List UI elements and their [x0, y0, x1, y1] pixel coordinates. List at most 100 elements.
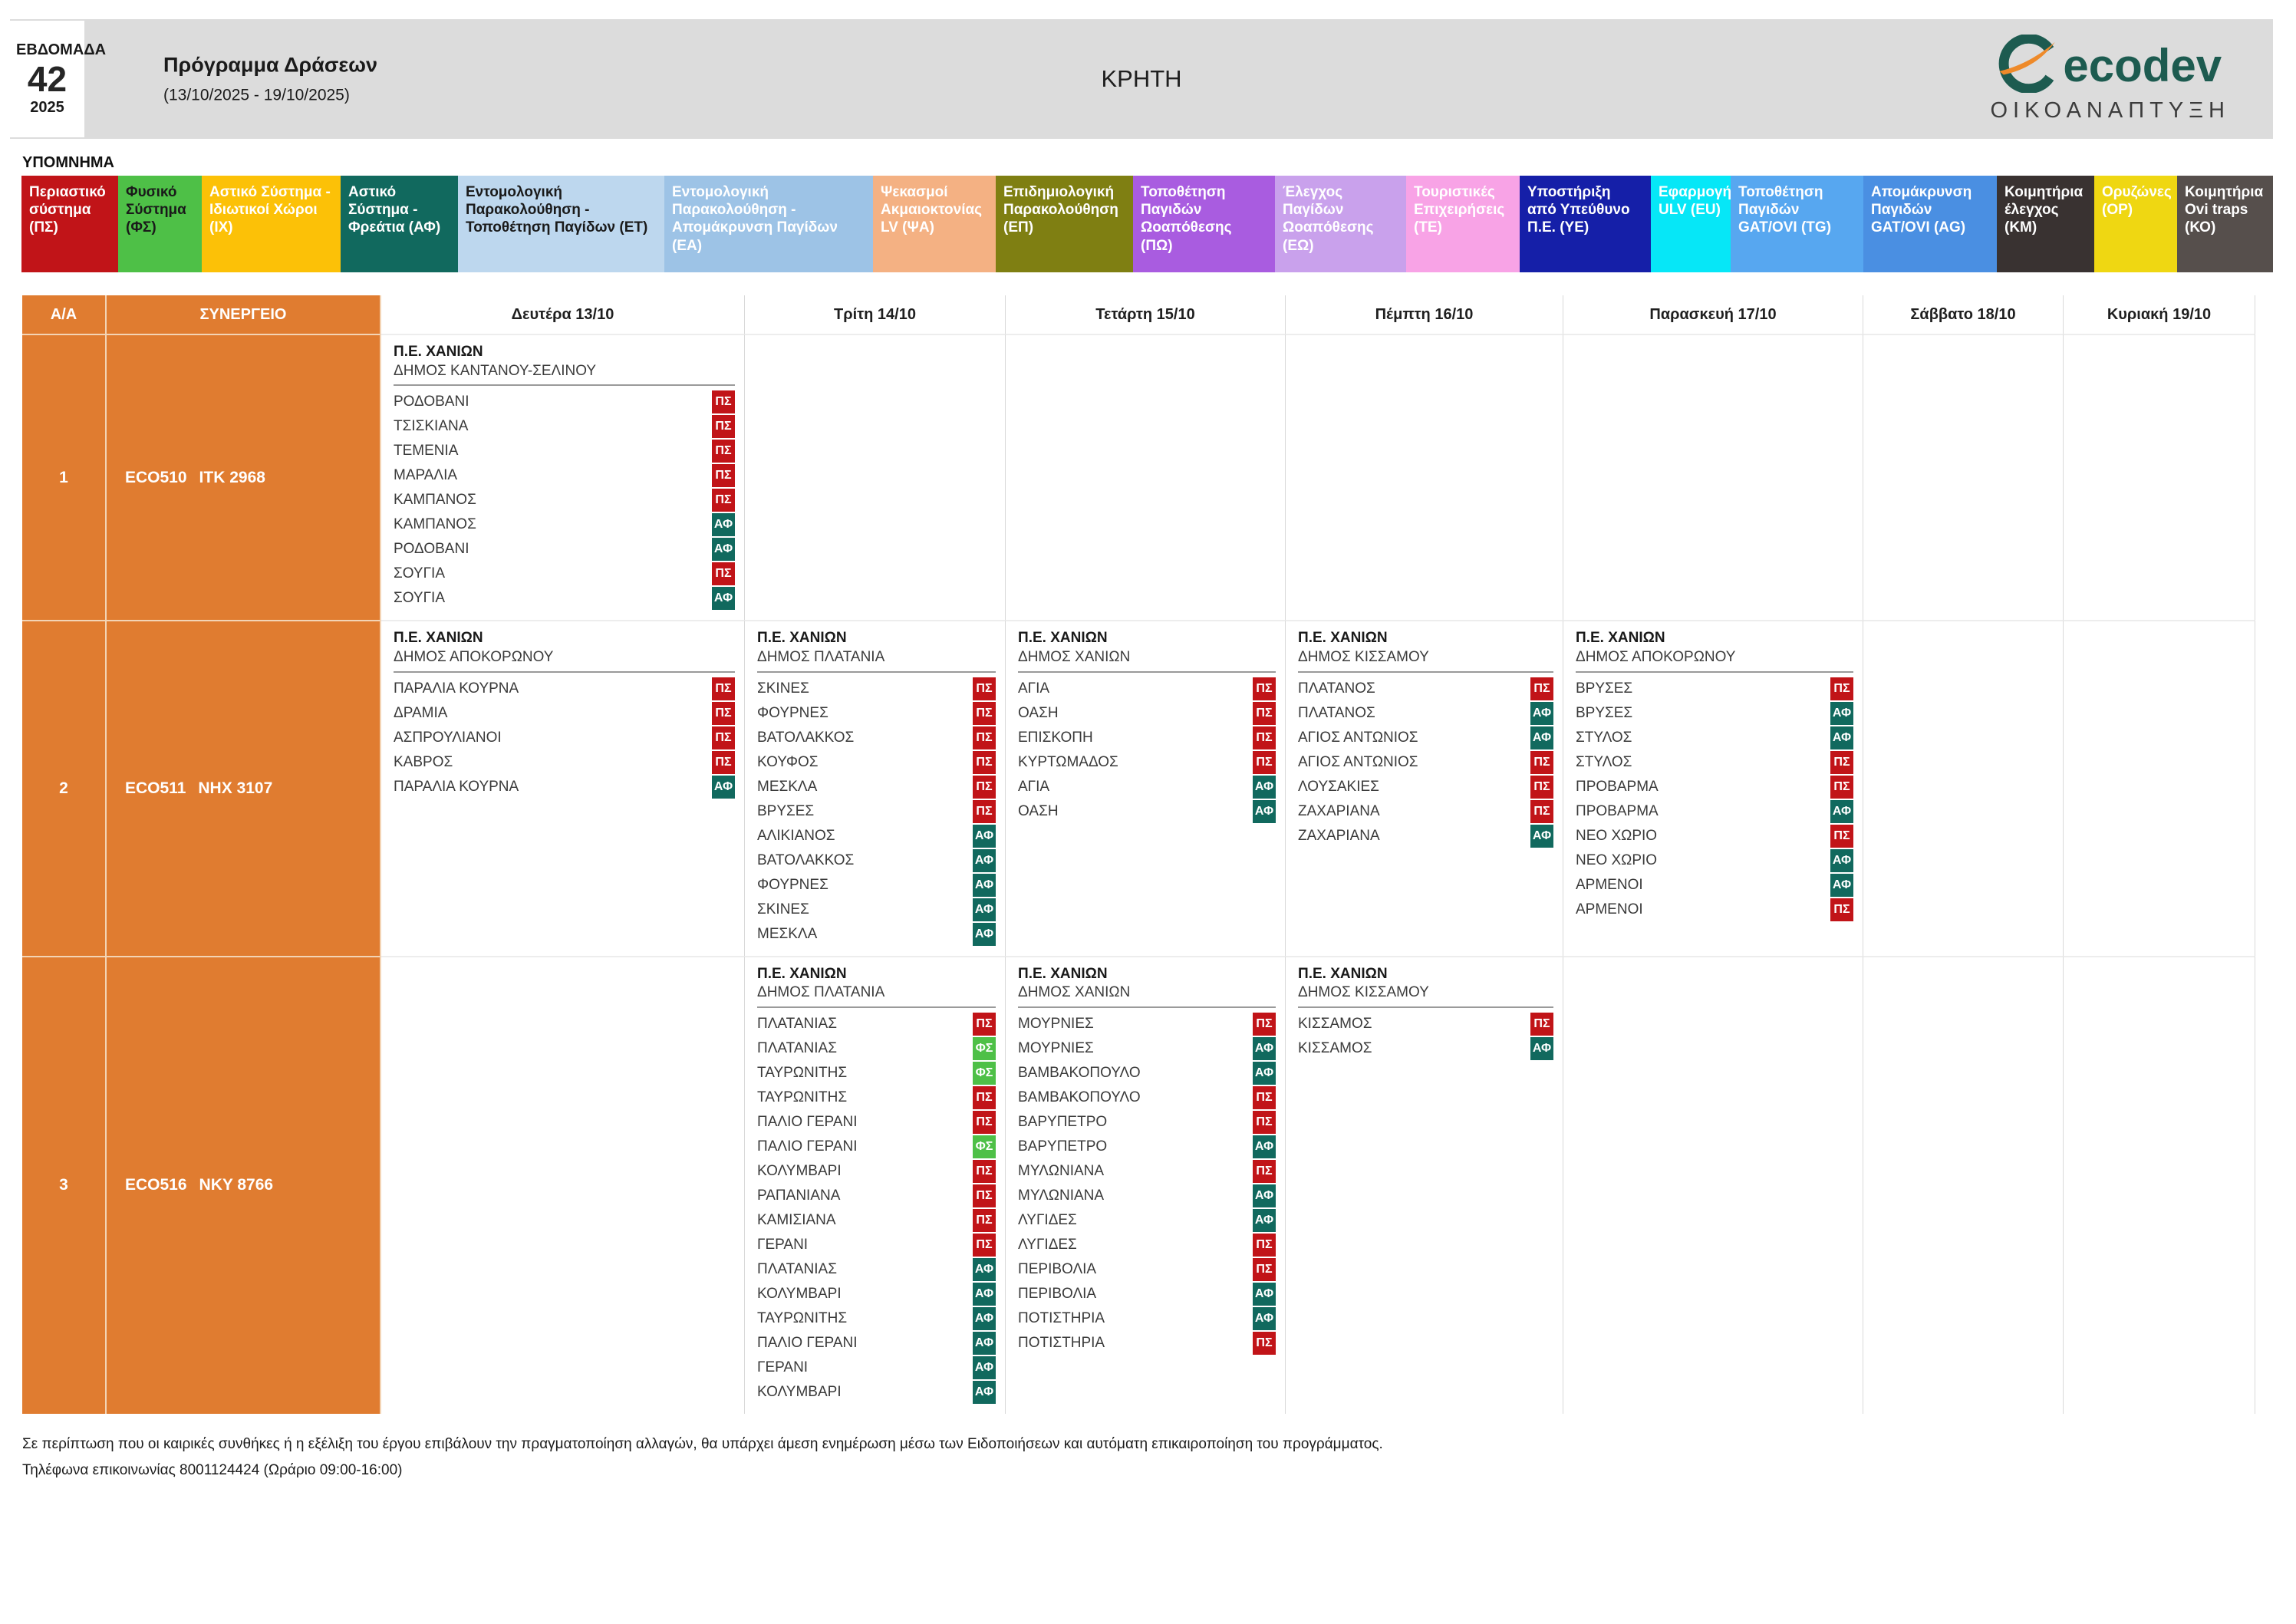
- ecodev-logo-icon: [1998, 33, 2057, 97]
- entry-type-badge: ΠΣ: [973, 701, 996, 725]
- schedule-entry: ΚΑΜΠΑΝΟΣ ΑΦ: [394, 512, 735, 537]
- legend-item: Εντομολογική Παρακολούθηση - Τοποθέτηση …: [458, 176, 664, 272]
- entry-place: ΦΟΥΡΝΕΣ: [757, 876, 828, 893]
- entry-type-badge: ΠΣ: [973, 677, 996, 700]
- day-cell-municipality: ΔΗΜΟΣ ΑΠΟΚΟΡΩΝΟΥ: [394, 649, 554, 666]
- week-box: ΕΒΔΟΜΑΔΑ 42 2025: [10, 21, 106, 137]
- entry-type-badge: ΑΦ: [1530, 824, 1553, 848]
- schedule-entry: ΑΓΙΟΣ ΑΝΤΩΝΙΟΣ ΠΣ: [1298, 750, 1553, 775]
- schedule-entry: ΑΡΜΕΝΟΙ ΠΣ: [1576, 898, 1853, 922]
- entry-type-badge: ΑΦ: [973, 1332, 996, 1356]
- schedule-entry: ΚΟΛΥΜΒΑΡΙ ΑΦ: [757, 1282, 996, 1306]
- schedule-entry: ΓΕΡΑΝΙ ΠΣ: [757, 1233, 996, 1257]
- entry-place: ΒΑΜΒΑΚΟΠΟΥΛΟ: [1018, 1065, 1141, 1082]
- entry-type-badge: ΑΦ: [973, 873, 996, 897]
- schedule-entry: ΤΑΥΡΩΝΙΤΗΣ ΦΣ: [757, 1061, 996, 1085]
- table-row: 3 ECO516 NKY 8766 Π.Ε. ΧΑΝΙΩΝ ΔΗΜΟΣ ΠΛΑΤΑΝΙΑ…: [22, 955, 2255, 1415]
- entry-place: ΔΡΑΜΙΑ: [394, 704, 448, 721]
- schedule-entry: ΠΕΡΙΒΟΛΙΑ ΑΦ: [1018, 1282, 1276, 1306]
- entry-type-badge: ΑΦ: [1830, 726, 1853, 749]
- day-cell-region: Π.Ε. ΧΑΝΙΩΝ: [1018, 630, 1108, 647]
- day-cell: [2064, 620, 2255, 956]
- crew-vehicle: NHX 3107: [198, 779, 273, 798]
- entry-type-badge: ΠΣ: [973, 750, 996, 774]
- entry-place: ΚΑΜΠΑΝΟΣ: [394, 492, 476, 509]
- schedule-entry: ΛΥΓΙΔΕΣ ΠΣ: [1018, 1233, 1276, 1257]
- column-header-day: Σάββατο 18/10: [1863, 295, 2064, 334]
- column-header: ΣΥΝΕΡΓΕΙΟ: [107, 295, 381, 334]
- footer-contact: Τηλέφωνα επικοινωνίας 8001124424 (Ωράριο…: [22, 1462, 403, 1479]
- day-cell: [1563, 955, 1863, 1415]
- entry-place: ΑΡΜΕΝΟΙ: [1576, 901, 1643, 917]
- program-block: Πρόγραμμα Δράσεων (13/10/2025 - 19/10/20…: [163, 54, 377, 105]
- column-header-day: Τρίτη 14/10: [745, 295, 1006, 334]
- column-header-day: Κυριακή 19/10: [2064, 295, 2255, 334]
- entry-type-badge: ΑΦ: [1253, 1135, 1276, 1159]
- entry-type-badge: ΠΣ: [973, 1160, 996, 1184]
- schedule-entry: ΑΓΙΑ ΑΦ: [1018, 775, 1276, 799]
- entry-type-badge: ΠΣ: [1253, 701, 1276, 725]
- schedule-entry: ΠΡΟΒΑΡΜΑ ΑΦ: [1576, 799, 1853, 824]
- entry-type-badge: ΑΦ: [973, 1381, 996, 1405]
- entry-place: ΚΟΛΥΜΒΑΡΙ: [757, 1286, 842, 1303]
- entry-type-badge: ΠΣ: [712, 701, 735, 725]
- schedule-entry: ΚΟΛΥΜΒΑΡΙ ΑΦ: [757, 1380, 996, 1405]
- entry-place: ΠΕΡΙΒΟΛΙΑ: [1018, 1286, 1097, 1303]
- entry-place: ΟΑΣΗ: [1018, 704, 1059, 721]
- entry-type-badge: ΠΣ: [1253, 1234, 1276, 1257]
- day-cell-header: Π.Ε. ΧΑΝΙΩΝ ΔΗΜΟΣ ΠΛΑΤΑΝΙΑ: [757, 629, 996, 673]
- entry-place: ΤΑΥΡΩΝΙΤΗΣ: [757, 1310, 848, 1327]
- entry-place: ΠΑΡΑΛΙΑ ΚΟΥΡΝΑ: [394, 778, 519, 795]
- entry-place: ΒΑΡΥΠΕΤΡΟ: [1018, 1138, 1108, 1155]
- day-cell: Π.Ε. ΧΑΝΙΩΝ ΔΗΜΟΣ ΚΙΣΣΑΜΟΥ ΚΙΣΣΑΜΟΣ ΠΣ ΚΙΣΣΑ…: [1286, 955, 1563, 1415]
- entry-type-badge: ΠΣ: [973, 1086, 996, 1110]
- entry-place: ΠΑΛΙΟ ΓΕΡΑΝΙ: [757, 1335, 858, 1352]
- entry-place: ΚΑΜΠΑΝΟΣ: [394, 516, 476, 533]
- entry-type-badge: ΑΦ: [973, 1356, 996, 1380]
- entry-place: ΡΟΔΟΒΑΝΙ: [394, 394, 469, 410]
- entry-place: ΜΕΣΚΛΑ: [757, 778, 818, 795]
- schedule-entry: ΤΑΥΡΩΝΙΤΗΣ ΠΣ: [757, 1085, 996, 1110]
- entry-type-badge: ΠΣ: [1253, 1332, 1276, 1356]
- schedule-entry: ΚΟΛΥΜΒΑΡΙ ΠΣ: [757, 1159, 996, 1184]
- schedule-entry: ΒΡΥΣΕΣ ΠΣ: [1576, 677, 1853, 701]
- legend-item: Έλεγχος Παγίδων Ωοαπόθεσης (ΕΩ): [1275, 176, 1406, 272]
- entry-place: ΠΡΟΒΑΡΜΑ: [1576, 778, 1659, 795]
- schedule-entry: ΜΟΥΡΝΙΕΣ ΑΦ: [1018, 1036, 1276, 1061]
- column-header: Α/Α: [22, 295, 107, 334]
- entry-place: ΦΟΥΡΝΕΣ: [757, 704, 828, 721]
- entry-type-badge: ΠΣ: [1253, 750, 1276, 774]
- day-cell: [1286, 334, 1563, 621]
- schedule-entry: ΠΛΑΤΑΝΟΣ ΑΦ: [1298, 701, 1553, 726]
- program-date-range: (13/10/2025 - 19/10/2025): [163, 86, 350, 104]
- schedule-entry: ΤΕΜΕΝΙΑ ΠΣ: [394, 439, 735, 463]
- schedule-entry: ΔΡΑΜΙΑ ΠΣ: [394, 701, 735, 726]
- entry-type-badge: ΠΣ: [1830, 898, 1853, 921]
- entry-type-badge: ΑΦ: [973, 1307, 996, 1331]
- entry-place: ΑΣΠΡΟΥΛΙΑΝΟΙ: [394, 729, 502, 746]
- entry-place: ΤΣΙΣΚΙΑΝΑ: [394, 418, 469, 435]
- table-row: 1 ECO510 ITK 2968 Π.Ε. ΧΑΝΙΩΝ ΔΗΜΟΣ ΚΑΝΤΑΝΟΥ…: [22, 334, 2255, 621]
- day-cell-region: Π.Ε. ΧΑΝΙΩΝ: [1298, 630, 1388, 647]
- legend-item: Τοποθέτηση Παγιδών Ωοαπόθεσης (ΠΩ): [1133, 176, 1275, 272]
- entry-type-badge: ΠΣ: [1253, 1111, 1276, 1135]
- table-header-row: Α/Α ΣΥΝΕΡΓΕΙΟ Δευτέρα 13/10 Τρίτη 14/10 Τετά…: [22, 295, 2255, 334]
- entry-place: ΣΤΥΛΟΣ: [1576, 729, 1632, 746]
- schedule-entry: ΓΕΡΑΝΙ ΑΦ: [757, 1356, 996, 1380]
- schedule-entry: ΜΥΛΩΝΙΑΝΑ ΑΦ: [1018, 1184, 1276, 1208]
- footer-note: Σε περίπτωση που οι καιρικές συνθήκες ή …: [22, 1436, 1383, 1452]
- legend: Περιαστικό σύστημα (ΠΣ) Φυσικό Σύστημα (Φ…: [21, 176, 2273, 272]
- crew-vehicle: ITK 2968: [199, 468, 265, 486]
- legend-item: Αστικό Σύστημα - Ιδιωτικοί Χώροι (ΙΧ): [202, 176, 341, 272]
- entry-place: ΓΕΡΑΝΙ: [757, 1359, 809, 1376]
- schedule-entry: ΚΥΡΤΩΜΑΔΟΣ ΠΣ: [1018, 750, 1276, 775]
- entry-place: ΑΓΙΟΣ ΑΝΤΩΝΙΟΣ: [1298, 729, 1418, 746]
- schedule-entry: ΑΣΠΡΟΥΛΙΑΝΟΙ ΠΣ: [394, 726, 735, 750]
- legend-item: Ορυζώνες (ΟΡ): [2094, 176, 2177, 272]
- day-cell: [1863, 620, 2064, 956]
- day-cell-municipality: ΔΗΜΟΣ ΠΛΑΤΑΝΙΑ: [757, 649, 885, 666]
- entry-place: ΚΑΒΡΟΣ: [394, 753, 453, 770]
- page-title: ΚΡΗΤΗ: [1101, 65, 1182, 92]
- entry-type-badge: ΑΦ: [1253, 1283, 1276, 1306]
